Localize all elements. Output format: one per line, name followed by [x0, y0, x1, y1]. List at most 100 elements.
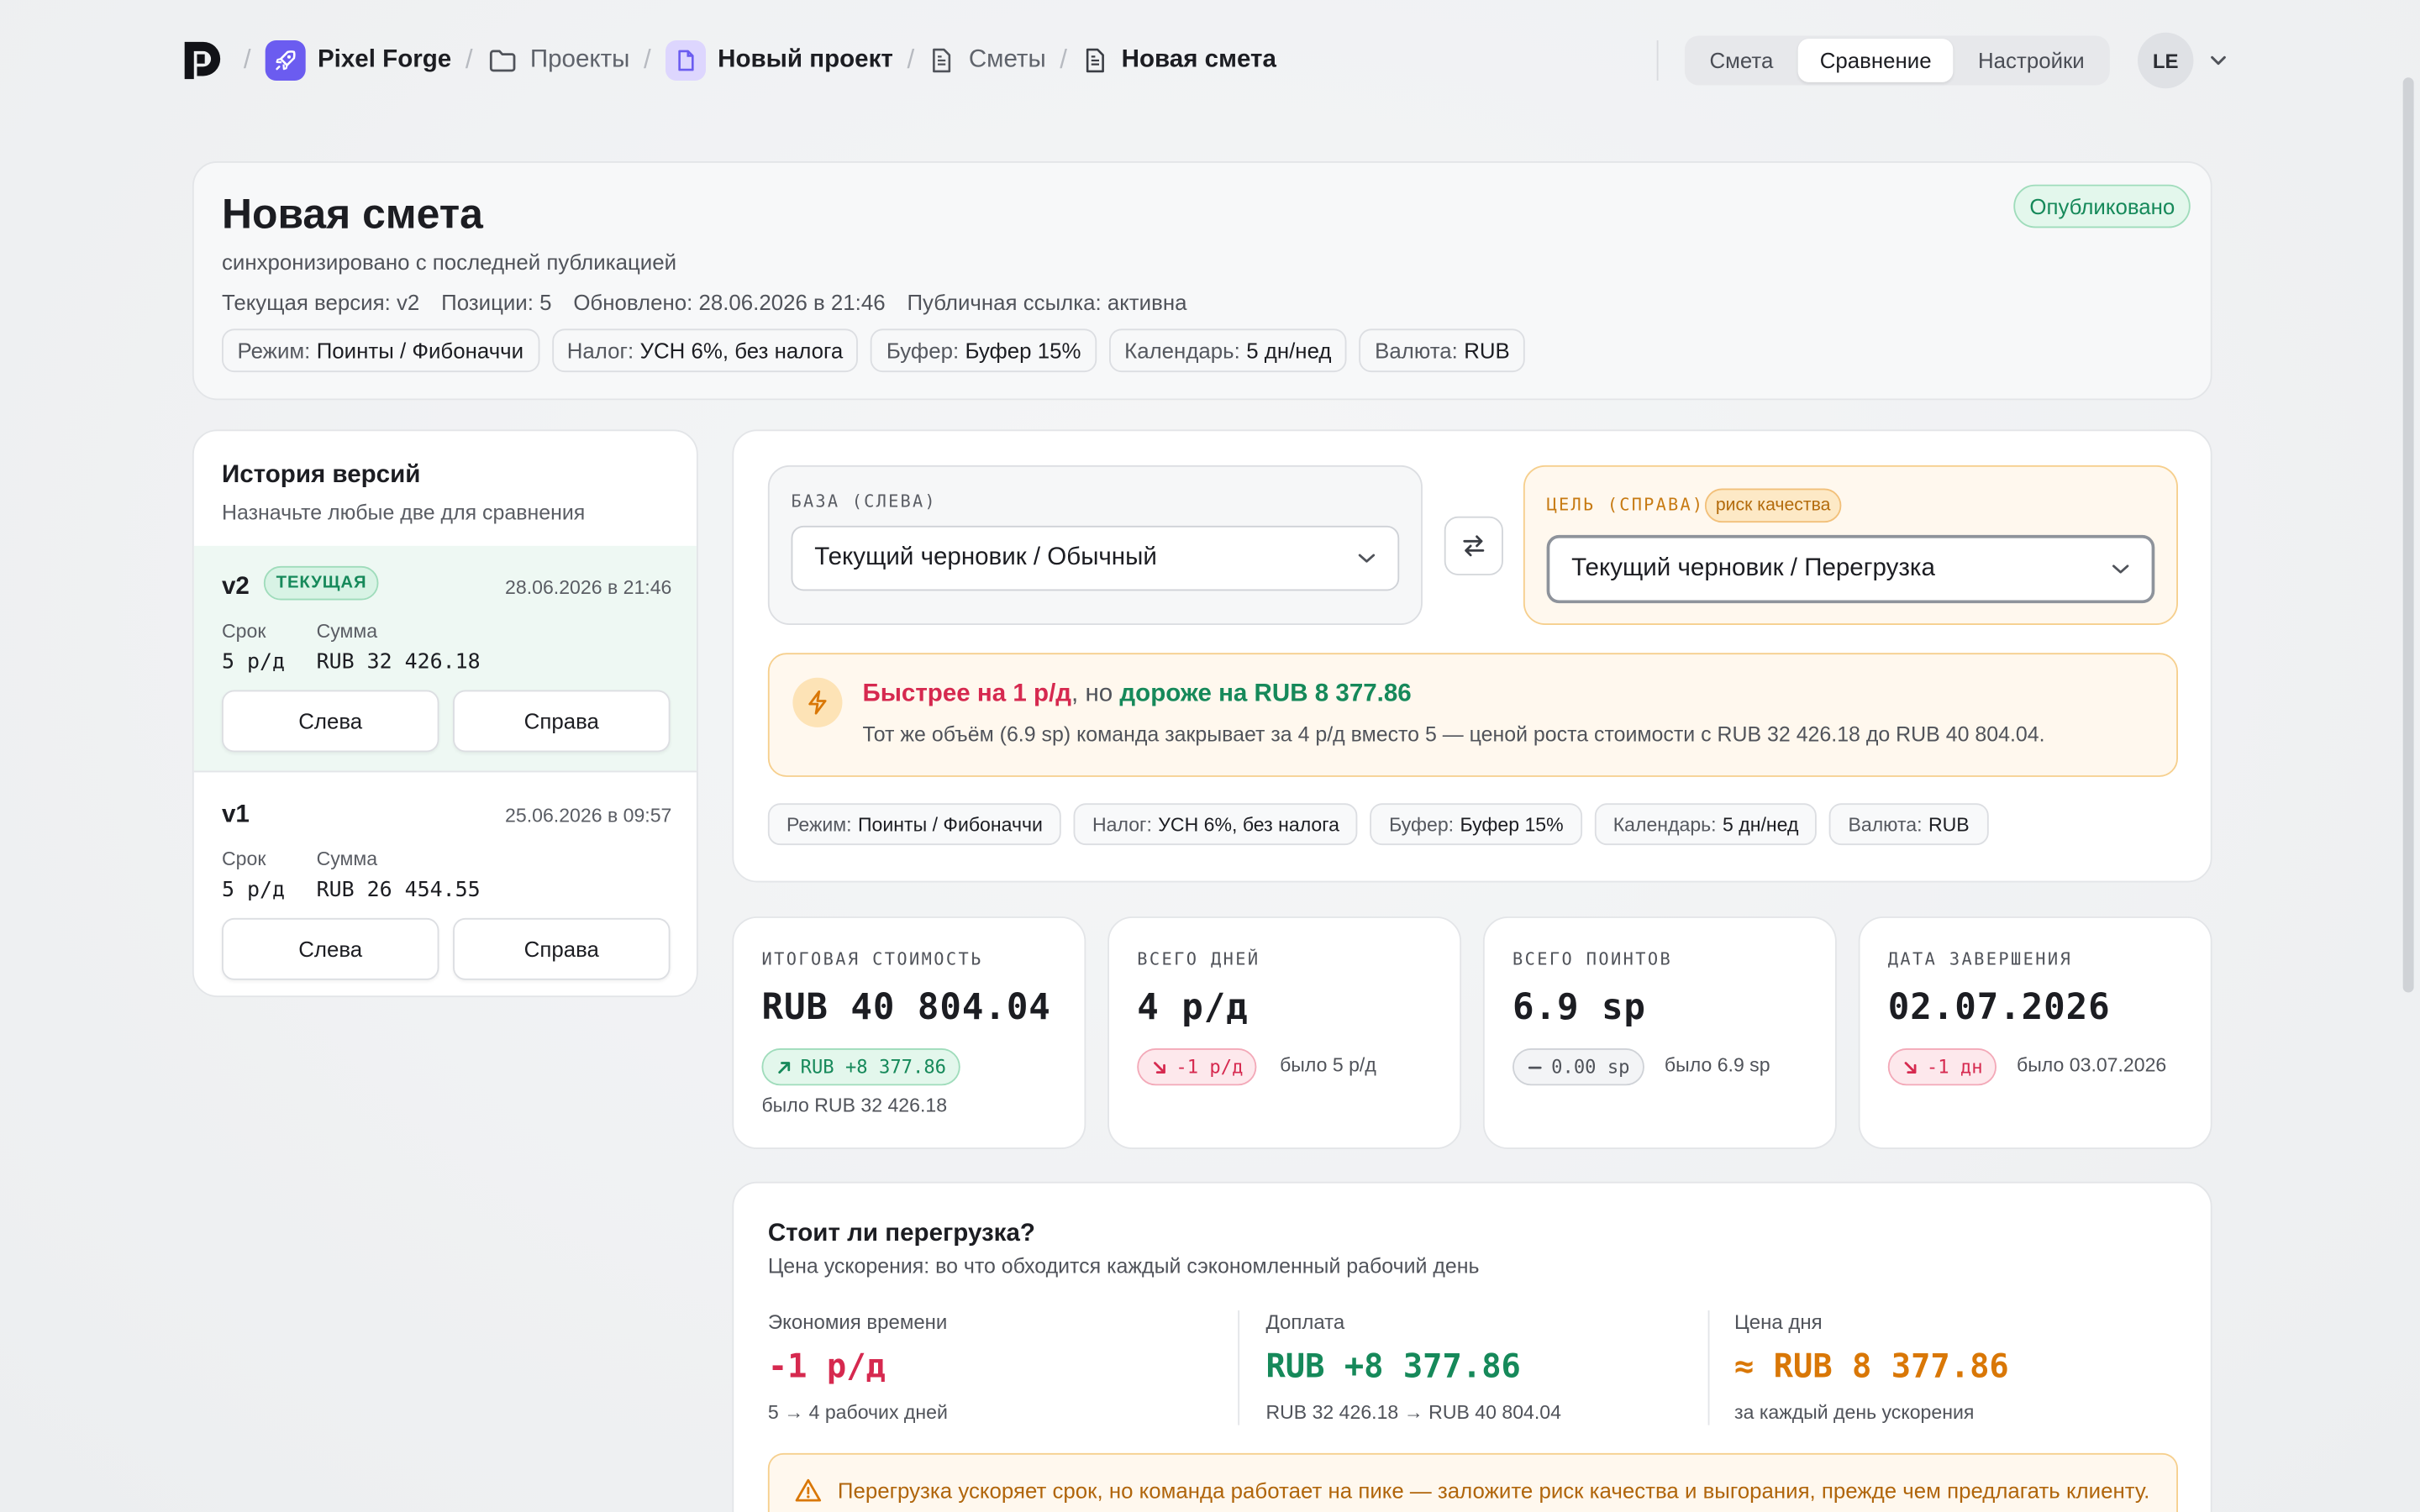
chip-label: Валюта:	[1375, 338, 1458, 363]
settings-chips: Режим: Поинты / Фибоначчи Налог: УСН 6%, б…	[767, 803, 1988, 846]
chip-value: Буфер 15%	[1460, 813, 1564, 836]
column-label: Доплата	[1265, 1310, 1345, 1334]
breadcrumb-projects[interactable]: Проекты	[487, 45, 629, 76]
column-value: RUB +8 377.86	[1265, 1347, 1521, 1385]
stat-total-points: ВСЕГО ПОИНТОВ 6.9 sp 0.00 sp было 6.9 sp	[1482, 916, 1837, 1149]
breadcrumb-estimates[interactable]: Сметы	[929, 46, 1046, 74]
delta-value: -1 р/д	[1176, 1056, 1244, 1079]
meta-row: Текущая версия: v2 Позиции: 5 Обновлено:…	[222, 290, 1186, 315]
version-term: 5 р/д	[221, 649, 286, 675]
document-icon	[1086, 48, 1104, 73]
breadcrumb-current: Новая смета	[1081, 46, 1276, 74]
avatar[interactable]: LE	[2137, 32, 2194, 89]
chip-label: Валюта:	[1848, 813, 1923, 836]
delta-badge: -1 р/д	[1137, 1047, 1258, 1086]
delta-value: -1 дн	[1926, 1056, 1983, 1079]
chip-label: Налог:	[1092, 813, 1152, 836]
delta-badge: RUB +8 377.86	[761, 1047, 960, 1086]
summary-body: Тот же объём (6.9 sp) команда закрывает …	[862, 722, 2045, 746]
stat-value: 4 р/д	[1137, 987, 1249, 1028]
chevron-down-icon	[1358, 554, 1376, 563]
version-history: История версий Назначьте любые две для с…	[192, 429, 698, 998]
swap-button[interactable]	[1444, 516, 1503, 575]
workspace-name: Pixel Forge	[317, 46, 452, 73]
chip-value: RUB	[1464, 338, 1510, 363]
surcharge-column: Доплата RUB +8 377.86 RUB 32 426.18 → RU…	[1265, 1310, 1700, 1425]
column-note: 5 → 4 рабочих дней	[767, 1401, 948, 1424]
breadcrumb-workspace[interactable]: Pixel Forge	[265, 39, 452, 81]
chip-value: Поинты / Фибоначчи	[316, 338, 524, 363]
history-subtitle: Назначьте любые две для сравнения	[221, 501, 586, 524]
chip-label: Налог:	[566, 338, 634, 363]
scrollbar[interactable]	[2402, 77, 2414, 993]
stat-total-days: ВСЕГО ДНЕЙ 4 р/д -1 р/д было 5 р/д	[1107, 916, 1462, 1149]
assign-right-button[interactable]: Справа	[453, 917, 671, 980]
breadcrumb-separator: /	[1060, 45, 1068, 75]
delta-badge: -1 дн	[1887, 1047, 1997, 1086]
chip-label: Буфер:	[1389, 813, 1455, 836]
chevron-down-icon	[2112, 564, 2129, 574]
tab-estimate[interactable]: Смета	[1709, 48, 1774, 73]
chip-currency: Валюта: RUB	[1829, 803, 1988, 846]
stat-completion-date: ДАТА ЗАВЕРШЕНИЯ 02.07.2026 -1 дн было 03…	[1858, 916, 2212, 1149]
delta-value: 0.00 sp	[1551, 1056, 1630, 1079]
version-name: v2	[221, 574, 250, 601]
top-bar: / Pixel Forge / Проекты / Новый проект /	[0, 0, 2420, 121]
meta-public-link: Публичная ссылка: активна	[907, 290, 1187, 315]
assign-left-button[interactable]: Слева	[221, 690, 439, 753]
chip-buffer: Буфер: Буфер 15%	[1370, 803, 1582, 846]
overload-analysis: Стоит ли перегрузка? Цена ускорения: во …	[732, 1181, 2212, 1512]
version-date: 25.06.2026 в 09:57	[505, 805, 672, 827]
stat-label: ИТОГОВАЯ СТОИМОСТЬ	[761, 948, 983, 969]
base-label: БАЗА (СЛЕВА)	[791, 491, 937, 512]
estimate-header: Новая смета Опубликовано синхронизирован…	[192, 160, 2212, 401]
chip-buffer: Буфер: Буфер 15%	[871, 328, 1097, 373]
stat-label: ВСЕГО ДНЕЙ	[1137, 948, 1260, 969]
stat-value: 02.07.2026	[1887, 987, 2111, 1028]
stat-label: ВСЕГО ПОИНТОВ	[1512, 948, 1673, 969]
chip-mode: Режим: Поинты / Фибоначчи	[221, 328, 539, 373]
version-item-v2[interactable]: v2 ТЕКУЩАЯ 28.06.2026 в 21:46 Срок Сумма…	[193, 545, 697, 773]
version-name: v1	[221, 801, 250, 828]
app-logo-icon[interactable]	[182, 39, 225, 82]
costlier-text: дороже на RUB 8 377.86	[1119, 680, 1412, 707]
breadcrumb-separator: /	[644, 45, 651, 75]
chevron-down-icon[interactable]	[2207, 50, 2229, 71]
chip-currency: Валюта: RUB	[1359, 328, 1526, 373]
assign-left-button[interactable]: Слева	[221, 917, 439, 980]
base-selector: БАЗА (СЛЕВА) Текущий черновик / Обычный	[767, 465, 1423, 625]
breadcrumb-separator: /	[465, 45, 473, 75]
target-label: ЦЕЛЬ (СПРАВА)	[1546, 494, 1705, 515]
chip-value: RUB	[1928, 813, 1970, 836]
column-label: Экономия времени	[767, 1310, 948, 1334]
chip-label: Календарь:	[1124, 338, 1240, 363]
file-icon	[665, 39, 706, 81]
divider	[1656, 39, 1659, 81]
tab-settings[interactable]: Настройки	[1978, 48, 2085, 73]
column-value: -1 р/д	[767, 1347, 886, 1385]
breadcrumb-project[interactable]: Новый проект	[665, 39, 893, 81]
divider	[1707, 1310, 1710, 1425]
stat-total-cost: ИТОГОВАЯ СТОИМОСТЬ RUB 40 804.04 RUB +8 …	[732, 916, 1086, 1149]
stat-label: ДАТА ЗАВЕРШЕНИЯ	[1887, 948, 2073, 969]
target-select[interactable]: Текущий черновик / Перегрузка	[1546, 534, 2155, 604]
term-label: Срок	[221, 620, 266, 643]
version-item-v1[interactable]: v1 25.06.2026 в 09:57 Срок Сумма 5 р/д R…	[194, 774, 697, 995]
joiner-text: , но	[1071, 680, 1120, 707]
tab-comparison[interactable]: Сравнение	[1797, 39, 1954, 82]
chip-value: 5 дн/нед	[1723, 813, 1799, 836]
term-label: Срок	[221, 848, 266, 870]
meta-updated: Обновлено: 28.06.2026 в 21:46	[573, 290, 886, 315]
chip-value: УСН 6%, без налога	[1158, 813, 1340, 836]
chip-mode: Режим: Поинты / Фибоначчи	[767, 803, 1062, 846]
assign-right-button[interactable]: Справа	[453, 690, 671, 753]
column-note: RUB 32 426.18 → RUB 40 804.04	[1265, 1401, 1561, 1424]
version-term: 5 р/д	[221, 877, 286, 903]
previous-value: было 6.9 sp	[1664, 1054, 1770, 1077]
base-select[interactable]: Текущий черновик / Обычный	[791, 525, 1400, 591]
quality-risk-badge: риск качества	[1704, 488, 1842, 523]
chip-value: Поинты / Фибоначчи	[857, 813, 1043, 836]
rocket-icon	[265, 39, 306, 81]
column-label: Цена дня	[1733, 1310, 1823, 1334]
